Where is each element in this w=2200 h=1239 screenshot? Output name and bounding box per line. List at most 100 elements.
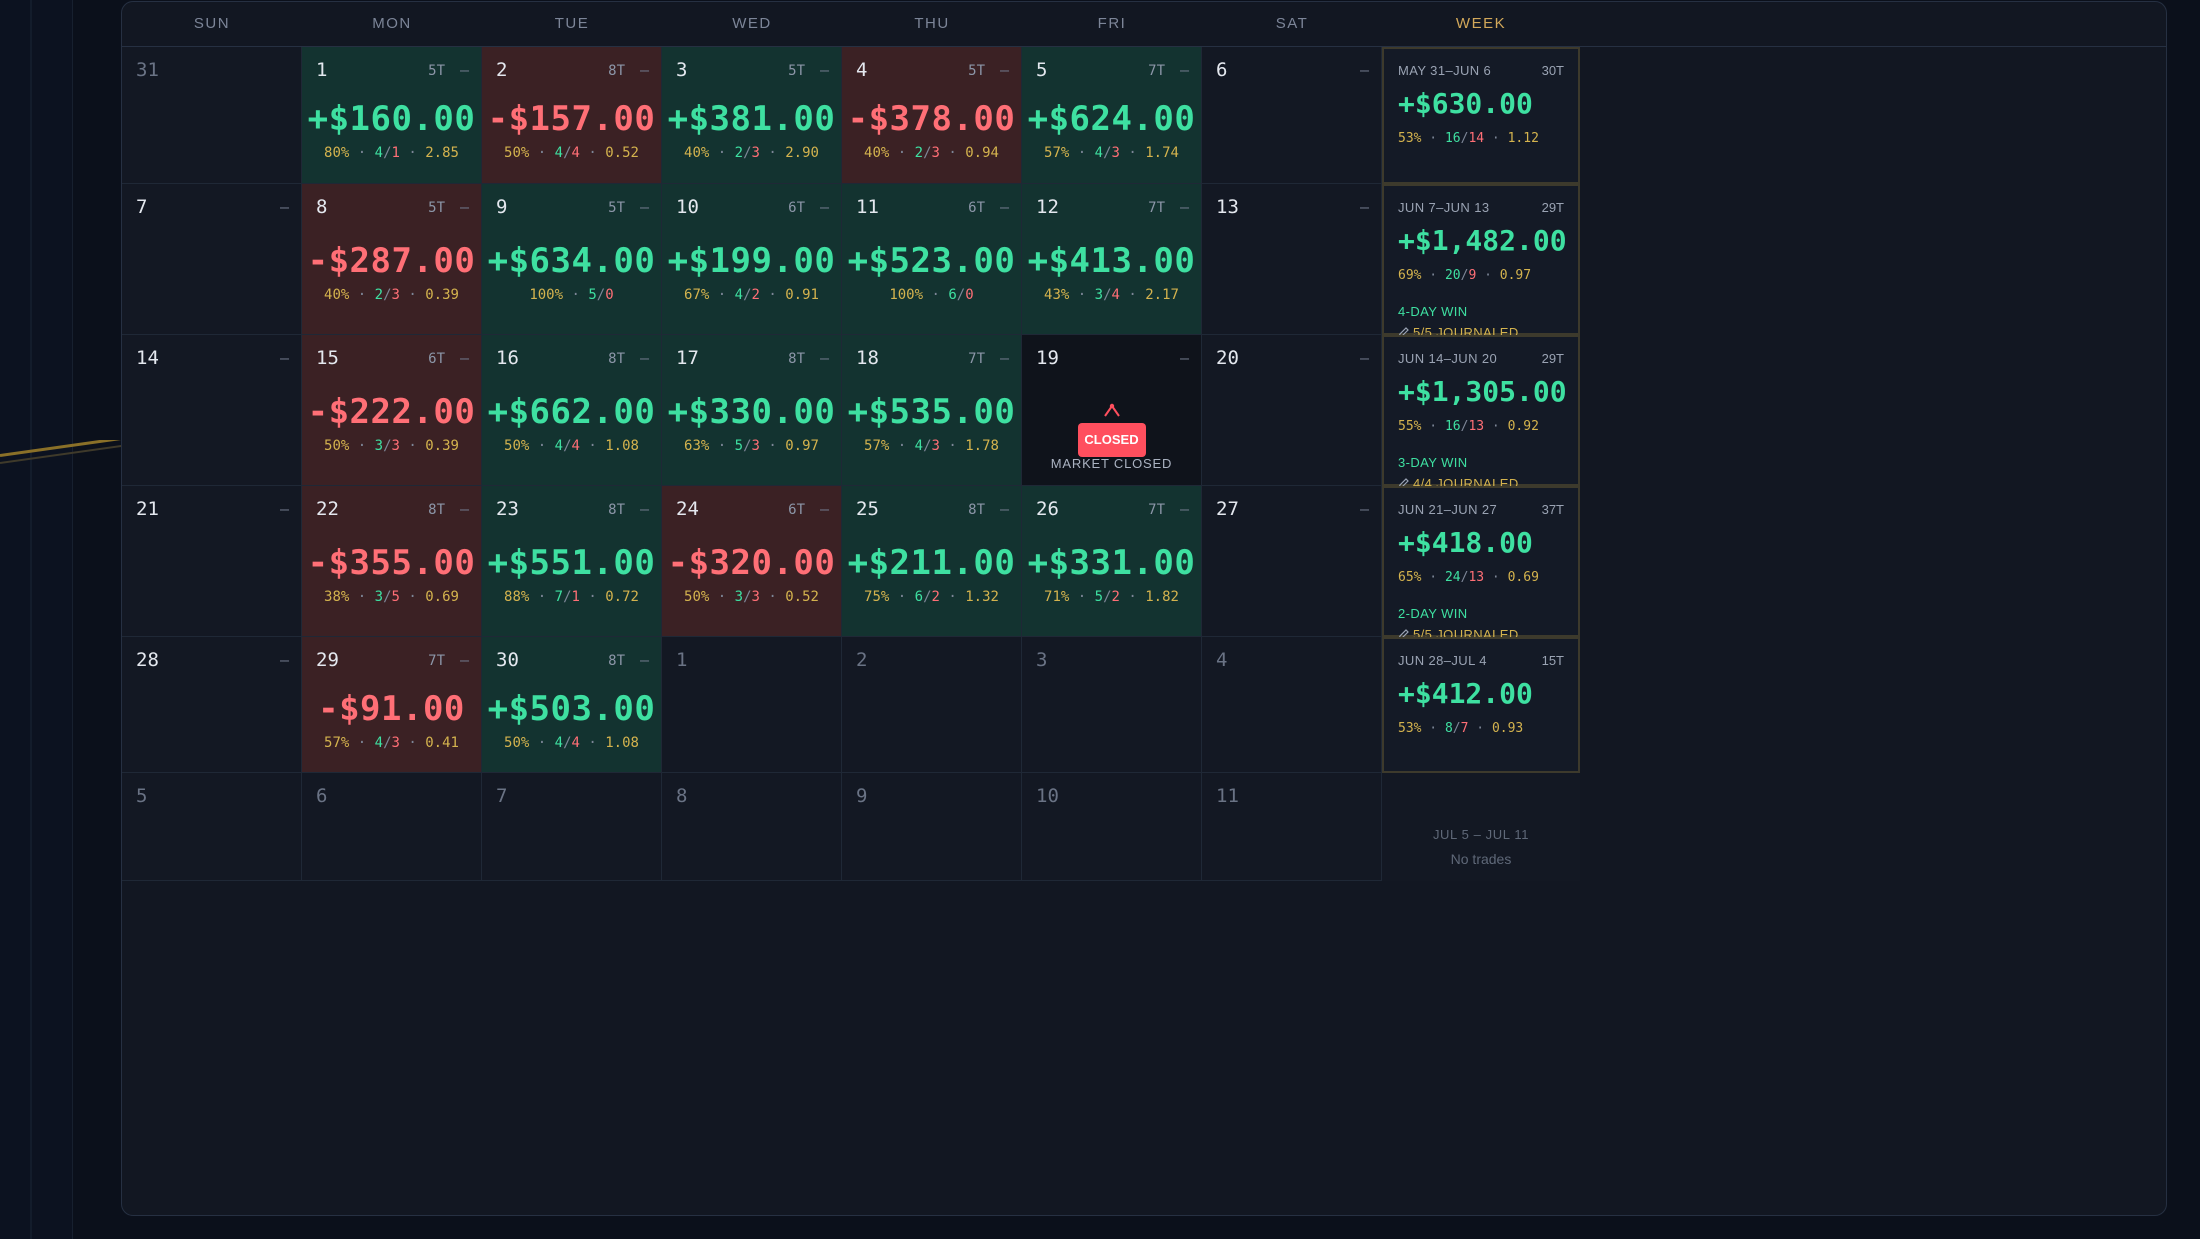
day-menu-dash[interactable]: – (819, 500, 829, 518)
day-menu-dash[interactable]: – (1359, 61, 1369, 79)
day-cell[interactable]: 11 6T – +$523.00 100% · 6/0 (842, 184, 1022, 335)
week-summary-card[interactable]: JUN 14–JUN 20 29T +$1,305.00 55% · 16/13 · … (1382, 335, 1580, 533)
day-cell[interactable]: 26 7T – +$331.00 71% · 5/2 · 1.82 (1022, 486, 1202, 637)
losses-count: 3 (931, 145, 940, 161)
day-menu-dash[interactable]: – (639, 500, 649, 518)
day-cell[interactable]: 3 (1022, 637, 1202, 773)
day-menu-dash[interactable]: – (819, 198, 829, 216)
day-menu-dash[interactable]: – (819, 61, 829, 79)
day-menu-dash[interactable]: – (639, 651, 649, 669)
day-cell[interactable]: 18 7T – +$535.00 57% · 4/3 · 1.78 (842, 335, 1022, 486)
wins-count: 4 (374, 145, 384, 161)
day-cell[interactable]: 21 – (122, 486, 302, 637)
day-menu-dash[interactable]: – (279, 349, 289, 367)
week-profit-factor: 0.97 (1499, 268, 1532, 283)
day-menu-dash[interactable]: – (999, 500, 1009, 518)
day-menu-dash[interactable]: – (279, 651, 289, 669)
day-cell[interactable]: 2 (842, 637, 1022, 773)
separator-dot: · (579, 735, 606, 751)
day-cell[interactable]: 15 6T – -$222.00 50% · 3/3 · 0.39 (302, 335, 482, 486)
day-number: 6 (316, 785, 328, 807)
slash: / (383, 735, 392, 751)
day-menu-dash[interactable]: – (999, 61, 1009, 79)
day-cell[interactable]: 6 (302, 773, 482, 881)
day-cell[interactable]: 16 8T – +$662.00 50% · 4/4 · 1.08 (482, 335, 662, 486)
day-cell[interactable]: 17 8T – +$330.00 63% · 5/3 · 0.97 (662, 335, 842, 486)
day-cell[interactable]: 9 (842, 773, 1022, 881)
day-cell[interactable]: 3 5T – +$381.00 40% · 2/3 · 2.90 (662, 47, 842, 184)
day-cell[interactable]: 2 8T – -$157.00 50% · 4/4 · 0.52 (482, 47, 662, 184)
day-cell[interactable]: 27 – (1202, 486, 1382, 637)
wins-count: 3 (1094, 287, 1104, 303)
day-menu-dash[interactable]: – (459, 198, 469, 216)
day-menu-dash[interactable]: – (459, 651, 469, 669)
day-menu-dash[interactable]: – (639, 349, 649, 367)
day-cell[interactable]: 7 (482, 773, 662, 881)
day-cell[interactable]: 4 (1202, 637, 1382, 773)
day-cell[interactable]: 10 (1022, 773, 1202, 881)
profit-factor: 0.52 (605, 145, 639, 161)
day-menu-dash[interactable]: – (459, 61, 469, 79)
slash: / (743, 438, 752, 454)
day-stats: 50% · 4/4 · 1.08 (482, 735, 661, 751)
day-cell[interactable]: 1 5T – +$160.00 80% · 4/1 · 2.85 (302, 47, 482, 184)
day-cell[interactable]: 31 (122, 47, 302, 184)
day-pnl: -$91.00 (318, 689, 465, 729)
wins-count: 4 (554, 438, 564, 454)
day-menu-dash[interactable]: – (639, 198, 649, 216)
slash: / (596, 287, 606, 303)
win-rate: 100% (889, 287, 924, 303)
day-menu-dash[interactable]: – (1359, 198, 1369, 216)
day-cell[interactable]: 25 8T – +$211.00 75% · 6/2 · 1.32 (842, 486, 1022, 637)
day-cell[interactable]: 14 – (122, 335, 302, 486)
day-cell[interactable]: 11 (1202, 773, 1382, 881)
day-menu-dash[interactable]: – (1179, 61, 1189, 79)
day-cell[interactable]: 13 – (1202, 184, 1382, 335)
day-cell[interactable]: 8 (662, 773, 842, 881)
day-menu-dash[interactable]: – (459, 349, 469, 367)
day-cell[interactable]: 5 (122, 773, 302, 881)
week-summary-card[interactable]: JUN 21–JUN 27 37T +$418.00 65% · 24/13 · 0.… (1382, 486, 1580, 684)
day-menu-dash[interactable]: – (1179, 349, 1189, 367)
day-cell[interactable]: 22 8T – -$355.00 38% · 3/5 · 0.69 (302, 486, 482, 637)
week-summary-card[interactable]: JUL 5 – JUL 11 No trades (1382, 773, 1580, 881)
day-menu-dash[interactable]: – (639, 61, 649, 79)
day-menu-dash[interactable]: – (819, 349, 829, 367)
day-cell[interactable]: 19 – CLOSED MARKET CLOSED (1022, 335, 1202, 486)
day-cell[interactable]: 6– (1202, 47, 1382, 184)
separator-dot: · (1421, 570, 1445, 585)
day-cell[interactable]: 30 8T – +$503.00 50% · 4/4 · 1.08 (482, 637, 662, 773)
slash: / (383, 287, 392, 303)
separator-dot: · (399, 145, 426, 161)
day-menu-dash[interactable]: – (999, 198, 1009, 216)
day-cell[interactable]: 29 7T – -$91.00 57% · 4/3 · 0.41 (302, 637, 482, 773)
day-menu-dash[interactable]: – (279, 198, 289, 216)
day-menu-dash[interactable]: – (999, 349, 1009, 367)
week-summary-card[interactable]: JUN 7–JUN 13 29T +$1,482.00 69% · 20/9 · 0.… (1382, 184, 1580, 382)
day-cell[interactable]: 9 5T – +$634.00 100% · 5/0 (482, 184, 662, 335)
day-cell[interactable]: 5 7T – +$624.00 57% · 4/3 · 1.74 (1022, 47, 1202, 184)
day-cell[interactable]: 12 7T – +$413.00 43% · 3/4 · 2.17 (1022, 184, 1202, 335)
day-cell[interactable]: 4 5T – -$378.00 40% · 2/3 · 0.94 (842, 47, 1022, 184)
day-cell[interactable]: 10 6T – +$199.00 67% · 4/2 · 0.91 (662, 184, 842, 335)
week-summary-card[interactable]: MAY 31–JUN 6 30T +$630.00 53% · 16/14 · 1.1… (1382, 47, 1580, 245)
day-menu-dash[interactable]: – (1179, 198, 1189, 216)
day-cell[interactable]: 28 – (122, 637, 302, 773)
day-menu-dash[interactable]: – (1359, 500, 1369, 518)
day-number: 25 (856, 498, 879, 520)
day-cell[interactable]: 20 – (1202, 335, 1382, 486)
day-cell[interactable]: 24 6T – -$320.00 50% · 3/3 · 0.52 (662, 486, 842, 637)
day-menu-dash[interactable]: – (459, 500, 469, 518)
profit-factor: 1.74 (1145, 145, 1179, 161)
day-menu-dash[interactable]: – (1179, 500, 1189, 518)
week-wins: 16 (1444, 131, 1461, 146)
week-range: MAY 31–JUN 6 (1398, 63, 1492, 78)
day-menu-dash[interactable]: – (1359, 349, 1369, 367)
day-cell[interactable]: 23 8T – +$551.00 88% · 7/1 · 0.72 (482, 486, 662, 637)
day-cell[interactable]: 8 5T – -$287.00 40% · 2/3 · 0.39 (302, 184, 482, 335)
day-stats: 40% · 2/3 · 0.94 (842, 145, 1021, 161)
day-menu-dash[interactable]: – (279, 500, 289, 518)
day-cell[interactable]: 1 (662, 637, 842, 773)
day-cell[interactable]: 7– (122, 184, 302, 335)
